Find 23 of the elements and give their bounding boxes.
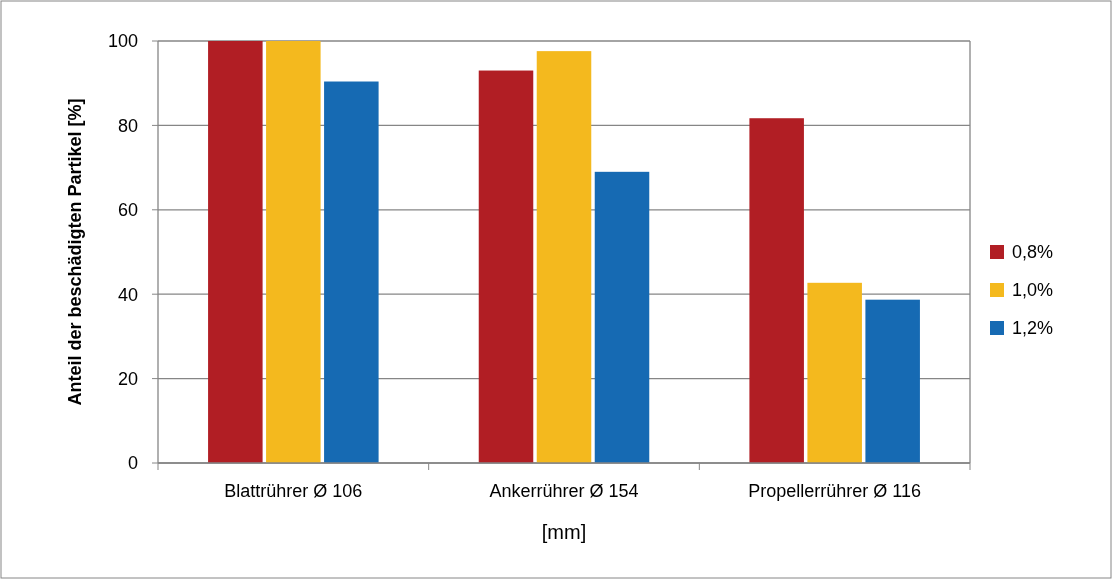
y-tick-label: 0 [127,453,138,474]
bar [536,51,592,463]
bar [807,282,862,463]
y-tick-label: 40 [117,284,138,305]
x-tick-label: Blattrührer Ø 106 [224,481,363,501]
bar [749,118,804,463]
bar [208,41,263,463]
x-axis-title: [mm] [541,521,587,543]
y-tick-label: 20 [117,368,138,389]
x-tick-label: Propellerrührer Ø 116 [748,481,922,501]
legend-label: 1,2% [1012,318,1054,339]
legend-label: 0,8% [1012,242,1054,263]
y-tick-label: 80 [117,115,138,136]
bar [594,171,650,463]
legend-label: 1,0% [1012,280,1054,301]
y-tick-label: 100 [107,31,138,52]
y-tick-label: 60 [117,200,138,221]
x-tick-label: Ankerrührer Ø 154 [489,481,639,501]
bar [865,299,920,463]
bar [324,81,379,463]
bar [478,70,534,463]
y-axis-title: Anteil der beschädigten Partikel [%] [65,98,85,406]
bar [266,41,321,463]
